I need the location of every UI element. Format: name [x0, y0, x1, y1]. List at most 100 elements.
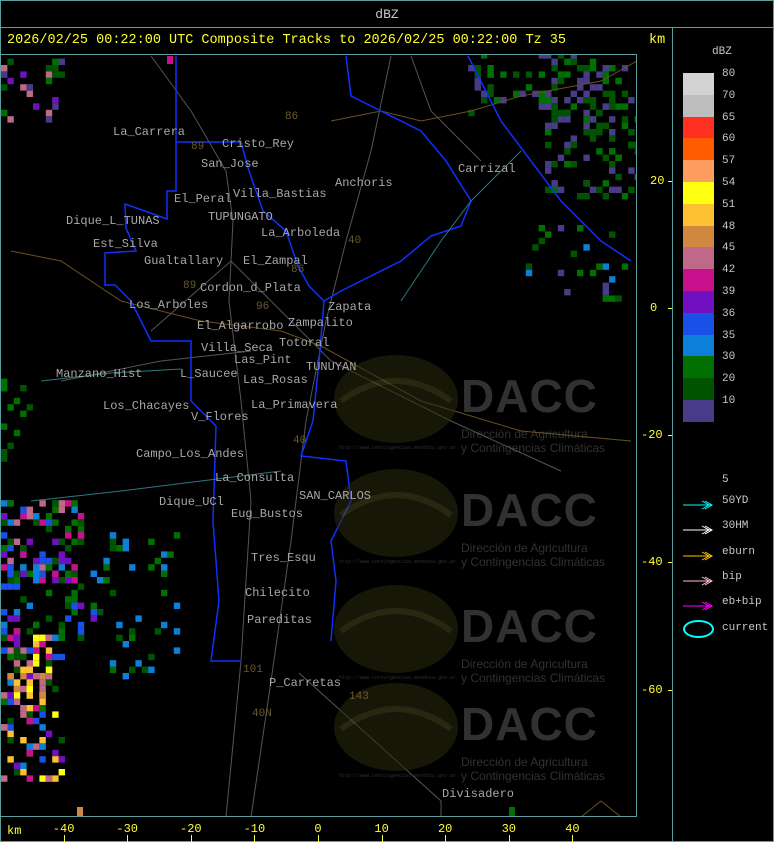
radar-echo-cell [141, 666, 149, 673]
radar-echo-cell [1, 775, 8, 782]
radar-map[interactable]: DACC Dirección de Agricultura y Contingen… [0, 54, 637, 817]
legend-label: 45 [722, 242, 736, 255]
radar-echo-cell [45, 653, 53, 661]
radar-echo-cell [551, 109, 558, 117]
radar-echo-cell [45, 564, 53, 571]
radar-echo-cell [20, 410, 27, 417]
arrow-icon [683, 497, 714, 510]
route-number: 86 [291, 264, 305, 276]
radar-echo-cell [628, 97, 635, 104]
radar-echo-cell [1, 513, 8, 520]
radar-echo-cell [26, 679, 33, 686]
radar-echo-cell [583, 97, 590, 104]
radar-echo-cell [103, 564, 110, 571]
radar-echo-cell [1, 500, 8, 507]
radar-echo-cell [20, 666, 27, 673]
y-tick-label: -40 [641, 555, 663, 570]
radar-echo-cell [13, 653, 21, 661]
radar-echo-cell [557, 77, 565, 85]
radar-echo-cell [583, 116, 590, 123]
place-label: Manzano_Hist [56, 367, 143, 381]
radar-echo-cell [52, 500, 59, 507]
radar-echo-cell [173, 628, 181, 635]
radar-echo-cell [20, 506, 27, 513]
place-label: Eug_Bustos [231, 507, 304, 521]
radar-echo-cell [7, 519, 14, 526]
legend-label: 39 [722, 286, 736, 298]
legend-swatch [683, 334, 714, 357]
radar-echo-cell [615, 77, 622, 85]
legend-title: dBZ [712, 46, 732, 58]
radar-echo-cell [474, 84, 481, 91]
radar-echo-cell [58, 628, 65, 635]
track-legend-label: current [722, 621, 769, 634]
place-label: El_Zampal [243, 254, 308, 268]
radar-echo-cell [1, 449, 8, 456]
radar-echo-cell [90, 602, 97, 609]
y-tick-label: 20 [650, 173, 665, 188]
radar-echo-cell [609, 276, 616, 283]
radar-echo-cell [615, 103, 622, 110]
radar-echo-cell [570, 141, 577, 149]
radar-echo-cell [26, 647, 33, 654]
radar-echo-cell [65, 602, 72, 609]
legend-label: 35 [722, 329, 736, 342]
radar-echo-cell [90, 615, 97, 622]
radar-echo-cell [602, 193, 609, 200]
y-tick [668, 562, 672, 564]
radar-echo-cell [45, 71, 53, 78]
radar-echo-cell [589, 65, 597, 72]
radar-echo-cell [26, 570, 33, 577]
radar-echo-cell [20, 737, 27, 744]
radar-echo-cell [116, 634, 123, 641]
radar-echo-cell [570, 58, 577, 65]
radar-echo-cell [545, 161, 552, 168]
legend-swatch [683, 138, 714, 161]
radar-echo-cell [602, 282, 609, 289]
radar-echo-cell [33, 647, 40, 654]
legend-swatch [683, 73, 714, 95]
radar-echo-cell [609, 161, 616, 168]
radar-echo-cell [116, 621, 123, 629]
radar-echo-cell [487, 65, 494, 72]
radar-echo-cell [577, 193, 584, 200]
radar-echo-cell [621, 116, 629, 123]
radar-echo-cell [77, 525, 85, 533]
radar-echo-cell [52, 570, 59, 577]
product-title: 2026/02/25 00:22:00 UTC Composite Tracks… [7, 33, 566, 48]
radar-echo-cell [596, 84, 603, 91]
radar-echo-cell [609, 129, 616, 136]
radar-echo-cell [621, 90, 629, 97]
radar-echo-cell [122, 641, 129, 648]
radar-echo-cell [58, 737, 65, 744]
radar-echo-cell [596, 263, 603, 270]
radar-echo-cell [1, 545, 8, 552]
radar-echo-cell [602, 295, 609, 302]
radar-echo-cell [45, 673, 53, 680]
radar-echo-cell [71, 564, 78, 571]
radar-echo-cell [109, 545, 117, 552]
radar-echo-cell [65, 557, 72, 565]
radar-echo-cell [545, 129, 552, 136]
radar-echo-cell [65, 570, 72, 577]
radar-echo-cell [583, 193, 590, 200]
radar-echo-cell [557, 225, 565, 232]
radar-echo-cell [13, 570, 21, 577]
radar-echo-cell [52, 519, 59, 526]
radar-echo-cell [577, 225, 584, 232]
place-label: Villa_Seca [201, 341, 274, 355]
radar-echo-cell [173, 532, 181, 539]
radar-echo-cell [487, 90, 494, 97]
ellipse-icon [683, 619, 714, 638]
radar-echo-cell [26, 84, 33, 91]
radar-echo-cell [615, 173, 622, 181]
radar-echo-cell [58, 634, 65, 641]
radar-echo-cell [20, 762, 27, 769]
radar-echo-cell [33, 705, 40, 712]
radar-echo-cell [173, 647, 181, 654]
dacc-logo-icon [334, 585, 458, 673]
y-tick-label: 0 [650, 301, 658, 315]
road [150, 55, 252, 816]
radar-echo-cell [39, 692, 46, 699]
radar-echo-cell [7, 673, 14, 680]
